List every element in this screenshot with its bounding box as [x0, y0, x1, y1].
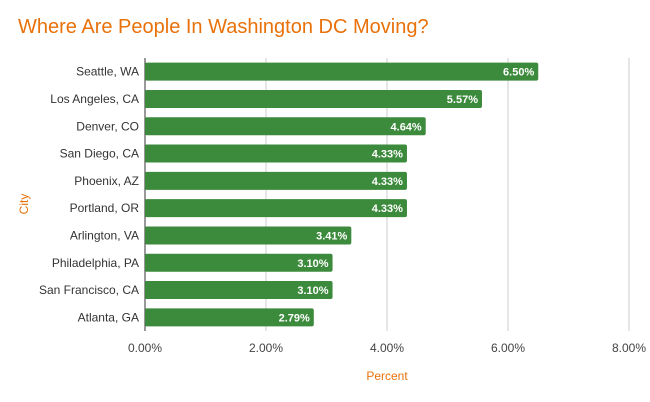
bar	[145, 281, 333, 300]
category-label: San Francisco, CA	[39, 283, 139, 297]
category-label: Denver, CO	[76, 119, 139, 133]
bar	[145, 199, 407, 218]
x-tick-label: 0.00%	[128, 341, 162, 355]
x-tick-label: 6.00%	[491, 341, 525, 355]
category-label: Phoenix, AZ	[74, 174, 139, 188]
category-label: Los Angeles, CA	[50, 92, 139, 106]
category-label: San Diego, CA	[60, 147, 139, 161]
bars: 6.50% 5.57% 4.64% 4.33% 4.33% 4.33% 3.41% 3.10%…	[145, 62, 539, 327]
bar	[145, 253, 333, 272]
bar-value-label: 5.57%	[447, 94, 478, 106]
category-label: Philadelphia, PA	[52, 256, 139, 270]
bar-value-label: 3.10%	[297, 285, 328, 297]
bar-value-label: 4.33%	[372, 203, 403, 215]
chart-title: Where Are People In Washington DC Moving…	[18, 16, 429, 38]
bar-value-label: 4.33%	[372, 176, 403, 188]
y-axis-title: City	[17, 194, 31, 215]
bar-value-label: 4.64%	[391, 121, 422, 133]
category-label: Atlanta, GA	[78, 310, 139, 324]
bar	[145, 226, 352, 245]
x-axis-title: Percent	[366, 369, 408, 383]
category-label: Arlington, VA	[70, 228, 139, 242]
bar-value-label: 2.79%	[279, 312, 310, 324]
x-tick-label: 4.00%	[370, 341, 404, 355]
category-labels: Seattle, WA Los Angeles, CA Denver, CO San …	[39, 65, 139, 325]
category-label: Portland, OR	[70, 201, 140, 215]
bar-value-label: 6.50%	[503, 67, 534, 79]
bar	[145, 144, 407, 163]
bar	[145, 171, 407, 190]
bar	[145, 308, 314, 327]
x-tick-label: 8.00%	[612, 341, 646, 355]
bar-value-label: 3.41%	[316, 230, 347, 242]
bar-value-label: 3.10%	[297, 258, 328, 270]
x-tick-labels: 0.00% 2.00% 4.00% 6.00% 8.00%	[128, 341, 646, 355]
bar-value-label: 4.33%	[372, 149, 403, 161]
x-tick-label: 2.00%	[249, 341, 283, 355]
category-label: Seattle, WA	[76, 65, 139, 79]
bar	[145, 89, 482, 108]
bar	[145, 62, 539, 81]
bar	[145, 117, 426, 136]
